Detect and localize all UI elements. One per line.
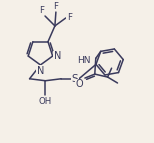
Text: F: F — [39, 6, 44, 15]
Text: F: F — [67, 13, 72, 22]
Text: N: N — [37, 66, 44, 76]
Text: F: F — [53, 2, 58, 11]
Text: S: S — [72, 74, 78, 84]
Text: HN: HN — [77, 56, 91, 65]
Text: N: N — [54, 51, 61, 61]
Text: O: O — [75, 79, 83, 89]
Text: OH: OH — [39, 97, 52, 106]
